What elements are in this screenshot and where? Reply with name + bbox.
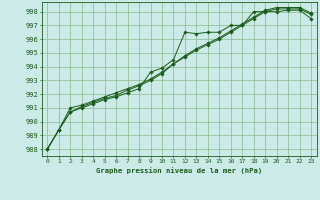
X-axis label: Graphe pression niveau de la mer (hPa): Graphe pression niveau de la mer (hPa) (96, 167, 262, 174)
